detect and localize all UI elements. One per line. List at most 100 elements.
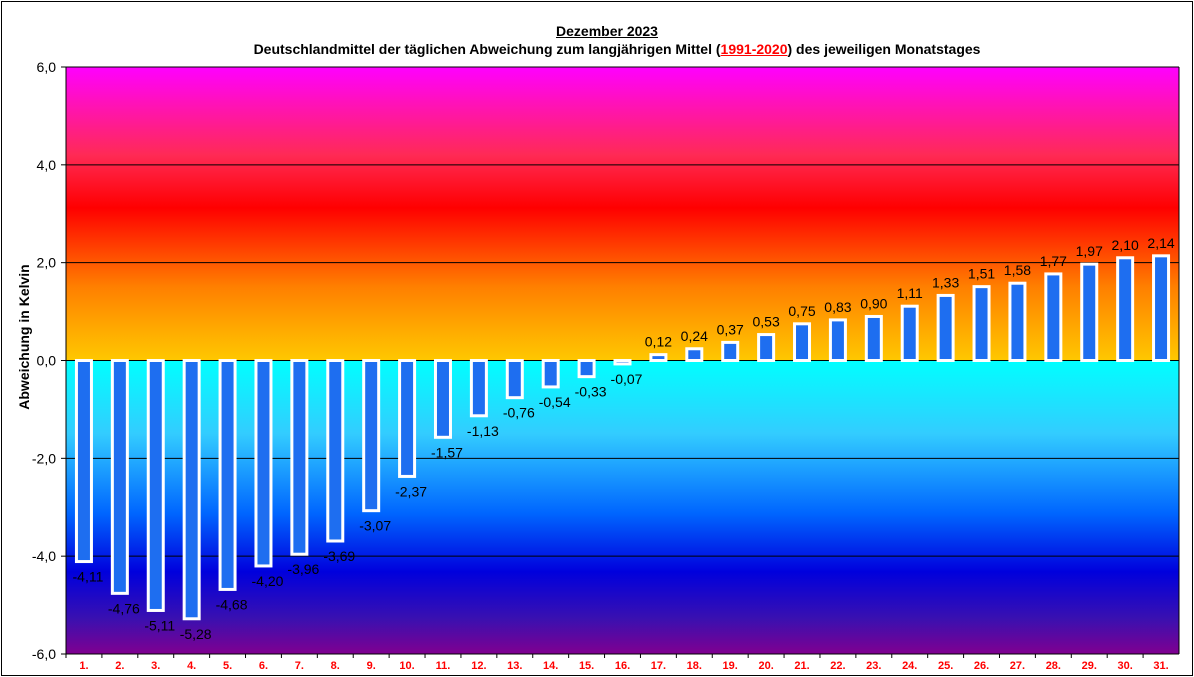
bar [757, 333, 776, 362]
x-tick-label: 20. [758, 660, 773, 672]
value-label: 1,33 [932, 274, 959, 290]
value-label: -1,13 [467, 423, 499, 439]
x-tick-label: 16. [615, 660, 630, 672]
value-label: -0,54 [539, 394, 571, 410]
x-tick-label: 17. [651, 660, 666, 672]
x-tick-label: 24. [902, 660, 917, 672]
bar [541, 359, 560, 389]
x-tick-label: 9. [367, 660, 376, 672]
x-tick-label: 13. [507, 660, 522, 672]
x-tick-label: 14. [543, 660, 558, 672]
value-label: 1,58 [1004, 262, 1031, 278]
x-tick-label: 4. [187, 660, 196, 672]
bar [613, 359, 632, 366]
bar [254, 359, 273, 568]
x-tick-label: 3. [151, 660, 160, 672]
value-label: -4,76 [108, 600, 140, 616]
bar [110, 359, 129, 595]
x-tick-labels: 1. 2. 3. 4. 5. 6. 7. 8. 9. 10. 11. 12. 13. 14. 15. 16. 1… [79, 660, 1168, 672]
x-tick-label: 7. [295, 660, 304, 672]
value-label: 2,10 [1112, 237, 1139, 253]
bar [469, 359, 488, 418]
value-label: -2,37 [395, 483, 427, 499]
value-label: -0,76 [503, 405, 535, 421]
x-tick-label: 26. [974, 660, 989, 672]
chart-subtitle: Deutschlandmittel der täglichen Abweichu… [0, 41, 1194, 57]
bar [433, 359, 452, 439]
value-label: -1,57 [431, 444, 463, 460]
value-label: -3,96 [287, 561, 319, 577]
value-label: -3,07 [359, 518, 391, 534]
y-tick-labels: 6,0 4,0 2,0 0,0 -2,0 -4,0 -6,0 [32, 59, 56, 662]
value-label: -0,33 [575, 384, 607, 400]
value-label: 1,77 [1040, 253, 1067, 269]
bar [398, 359, 417, 478]
x-tick-label: 22. [830, 660, 845, 672]
bar [1152, 254, 1171, 362]
x-tick-label: 21. [794, 660, 809, 672]
value-label: 0,24 [681, 328, 708, 344]
x-tick-label: 29. [1082, 660, 1097, 672]
value-label: 0,83 [824, 299, 851, 315]
value-labels: -4,11-4,76-5,11 -5,28-4,68-4,20-3,96-3,69… [73, 235, 1175, 642]
y-tick-label: -6,0 [32, 646, 56, 662]
value-label: 1,97 [1076, 243, 1103, 259]
value-label: 1,11 [897, 285, 923, 301]
bar [146, 359, 165, 612]
x-tick-label: 10. [399, 660, 414, 672]
y-tick-label: 4,0 [37, 157, 57, 173]
x-tick-label: 2. [115, 660, 124, 672]
x-tick-label: 15. [579, 660, 594, 672]
warm-background [66, 67, 1179, 361]
y-tick-label: -4,0 [32, 548, 56, 564]
bar [936, 293, 955, 362]
x-tick-label: 18. [687, 660, 702, 672]
bar [74, 359, 93, 564]
value-label: -4,20 [252, 573, 284, 589]
y-tick-label: 2,0 [37, 255, 57, 271]
bar [577, 359, 596, 379]
value-label: -5,28 [180, 626, 212, 642]
x-tick-label: 6. [259, 660, 268, 672]
value-label: -4,11 [73, 569, 104, 585]
value-label: 0,37 [717, 321, 744, 337]
bars [74, 254, 1171, 621]
x-tick-label: 23. [866, 660, 881, 672]
bar [864, 314, 883, 363]
bar [1044, 272, 1063, 363]
y-tick-label: 6,0 [37, 59, 57, 75]
axes [61, 66, 1180, 658]
chart-title: Dezember 2023 [556, 23, 658, 39]
cold-background [66, 360, 1179, 654]
value-label: 0,12 [645, 334, 672, 350]
bar [828, 318, 847, 363]
value-label: -5,11 [144, 617, 175, 633]
bar [721, 340, 740, 363]
x-tick-label: 11. [436, 660, 451, 672]
bar [649, 353, 668, 363]
bar [900, 304, 919, 363]
subtitle-text-after: ) des jeweiligen Monatstages [787, 41, 981, 57]
bar [972, 285, 991, 362]
x-tick-label: 5. [223, 660, 232, 672]
bar [362, 359, 381, 513]
value-label: -4,68 [216, 596, 248, 612]
bar [505, 359, 524, 400]
value-label: 0,90 [860, 295, 887, 311]
bar [685, 347, 704, 363]
bar [1008, 281, 1027, 362]
value-label: 2,14 [1147, 235, 1174, 251]
bar [793, 322, 812, 362]
x-tick-label: 31. [1153, 660, 1168, 672]
value-label: -3,69 [323, 548, 355, 564]
bar [290, 359, 309, 556]
x-tick-label: 8. [331, 660, 340, 672]
y-tick-label: 0,0 [37, 353, 57, 369]
subtitle-text-before: Deutschlandmittel der täglichen Abweichu… [253, 41, 721, 57]
subtitle-reference-period: 1991-2020 [720, 41, 788, 57]
bar [218, 359, 237, 591]
bar [1080, 262, 1099, 362]
value-label: 1,51 [968, 266, 995, 282]
x-tick-label: 12. [471, 660, 486, 672]
